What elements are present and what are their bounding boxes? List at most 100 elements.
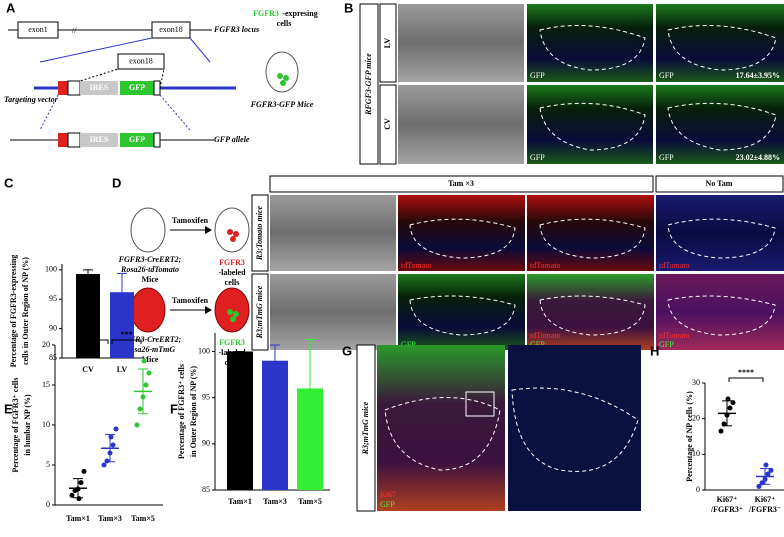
quantification: 23.02±4.88% bbox=[736, 153, 780, 162]
cells-label: FGFR3 bbox=[219, 258, 245, 267]
channel-label: GFP bbox=[380, 500, 395, 509]
gfp-label: GFP bbox=[129, 135, 145, 144]
data-point bbox=[141, 358, 147, 364]
y-tick-label: 100 bbox=[198, 346, 210, 355]
channel-label: tdTomato bbox=[530, 331, 561, 340]
np-outline bbox=[539, 218, 646, 259]
cassette-box bbox=[67, 80, 81, 96]
cell-icon bbox=[233, 311, 239, 317]
header-label: No Tam bbox=[706, 179, 733, 188]
x-tick-label: /FGFR3⁻ bbox=[748, 505, 781, 514]
y-tick-label: 95 bbox=[202, 392, 210, 401]
ires-box bbox=[80, 133, 118, 147]
dic-image bbox=[398, 4, 524, 82]
gfp-image bbox=[527, 4, 653, 82]
mouse-icon bbox=[265, 51, 299, 93]
mice-label: Mice bbox=[142, 355, 159, 364]
bar bbox=[110, 292, 134, 358]
y-axis-label: Percentage of NP cells (%) bbox=[685, 391, 694, 482]
cells-label: cells bbox=[225, 278, 240, 287]
significance-bracket bbox=[79, 339, 109, 344]
panel-label: H bbox=[650, 343, 659, 358]
data-point bbox=[143, 382, 149, 388]
data-point bbox=[113, 426, 119, 432]
x-tick-label: /FGFR3⁺ bbox=[710, 505, 743, 514]
row-title-box bbox=[359, 3, 379, 165]
x-tick-label: Ki67⁺ bbox=[717, 495, 738, 504]
channel-label: tdTomato bbox=[401, 261, 432, 270]
np-outline bbox=[667, 295, 776, 336]
row-box bbox=[251, 194, 269, 272]
mice-label: FGFR3-CreERT2; bbox=[118, 255, 182, 264]
y-tick-label: 10 bbox=[692, 449, 700, 458]
gfp-image bbox=[398, 274, 525, 350]
np-outline bbox=[667, 218, 776, 259]
gfp-box bbox=[120, 81, 154, 95]
merge-image bbox=[656, 85, 784, 164]
cells-label: FGFR3 bbox=[219, 338, 245, 347]
vector-label: Targeting vector bbox=[4, 95, 59, 104]
y-tick-label: 30 bbox=[692, 378, 700, 387]
y-tick-label: 85 bbox=[49, 353, 57, 362]
np-outline bbox=[539, 25, 646, 71]
y-tick-label: 100 bbox=[45, 265, 57, 274]
data-point bbox=[718, 428, 724, 434]
zoom-image bbox=[508, 345, 641, 511]
tamoxifen-label: Tamoxifen bbox=[172, 216, 209, 225]
x-tick-label: Ki67⁺ bbox=[755, 495, 776, 504]
arrow-head bbox=[205, 226, 212, 234]
y-tick-label: 10 bbox=[42, 420, 50, 429]
cassette-box bbox=[153, 80, 161, 96]
x-tick-label: Tam×1 bbox=[228, 497, 252, 506]
tomato-image bbox=[398, 195, 525, 271]
bar bbox=[297, 388, 323, 490]
merge-image bbox=[527, 274, 654, 350]
channel-label: GFP bbox=[659, 153, 674, 162]
header-box bbox=[655, 175, 784, 193]
data-point bbox=[768, 467, 774, 473]
dic-image bbox=[270, 274, 396, 350]
bar bbox=[227, 351, 253, 490]
data-point bbox=[69, 492, 75, 498]
channel-label: tdTomato bbox=[659, 331, 690, 340]
cassette-box bbox=[67, 132, 81, 148]
data-point bbox=[765, 471, 771, 477]
cassette-box bbox=[58, 81, 68, 95]
mice-label: Rosa26-mTmG bbox=[124, 345, 175, 354]
ires-label: IRES bbox=[90, 135, 109, 144]
allele-label: GFP allele bbox=[214, 135, 250, 144]
cell-icon bbox=[230, 316, 236, 322]
x-tick-label: LV bbox=[117, 365, 128, 374]
exon-box bbox=[151, 21, 191, 39]
data-point bbox=[108, 434, 114, 440]
exon-label: exon18 bbox=[129, 56, 153, 65]
data-point bbox=[81, 468, 87, 474]
row-title: RFGF3-GFP mice bbox=[364, 53, 373, 116]
data-point bbox=[721, 421, 727, 427]
y-axis-label: in Outer Region of NP (%) bbox=[189, 366, 198, 458]
image-grid bbox=[398, 4, 784, 164]
channel-label: GFP bbox=[659, 71, 674, 80]
row-label: R3;mTmG mice bbox=[255, 285, 264, 339]
y-tick-label: 15 bbox=[42, 380, 50, 389]
homology-line bbox=[189, 37, 211, 63]
row-label: R3;Tomato mice bbox=[255, 205, 264, 261]
cells-label: -labeled bbox=[218, 268, 246, 277]
merge-image bbox=[656, 4, 784, 82]
row-box bbox=[379, 3, 397, 83]
y-axis-label: cells in Outer Region of NP (%) bbox=[21, 257, 30, 365]
merge-image bbox=[377, 345, 505, 511]
cell-icon bbox=[277, 73, 283, 79]
data-point bbox=[137, 406, 143, 412]
row-title: R3;mTmG mice bbox=[361, 401, 370, 455]
row-box bbox=[379, 84, 397, 165]
quantification: 17.64±3.95% bbox=[736, 71, 780, 80]
data-point bbox=[104, 458, 110, 464]
channel-label: GFP bbox=[659, 340, 674, 349]
dic-image bbox=[270, 195, 396, 271]
data-point bbox=[146, 370, 152, 376]
np-outline bbox=[409, 218, 516, 259]
notam-image bbox=[656, 195, 784, 271]
data-point bbox=[727, 405, 733, 411]
row-box bbox=[251, 273, 269, 351]
